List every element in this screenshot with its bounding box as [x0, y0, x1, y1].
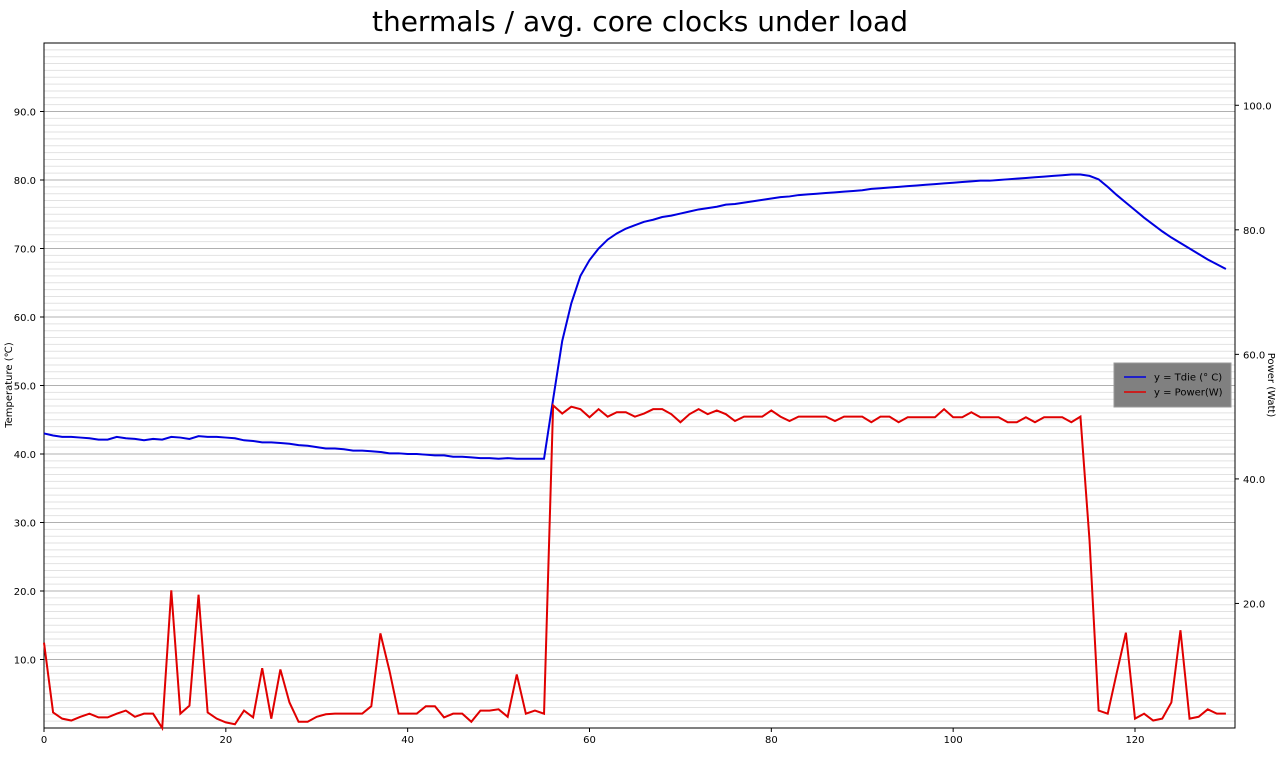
- x-tick-label: 20: [219, 735, 232, 746]
- x-tick-label: 40: [401, 735, 414, 746]
- y-tick-label: 50.0: [14, 382, 36, 393]
- data-line: [43, 403, 1226, 732]
- legend-box: [1113, 362, 1232, 408]
- legend-label: y = Tdie (° C): [1154, 373, 1222, 384]
- y-tick-label: 40.0: [14, 450, 36, 461]
- x-tick-label: 80: [765, 735, 778, 746]
- y-tick-label: 60.0: [14, 313, 36, 324]
- y-tick-label: 70.0: [14, 245, 36, 256]
- x-tick-label: 60: [583, 735, 596, 746]
- y2-tick-label: 40.0: [1243, 475, 1265, 486]
- y2-tick-label: 20.0: [1243, 599, 1265, 610]
- x-tick-label: 100: [944, 735, 963, 746]
- legend-label: y = Power(W): [1154, 388, 1223, 399]
- y-tick-label: 90.0: [14, 108, 36, 119]
- y-tick-label: 80.0: [14, 176, 36, 187]
- y2-tick-label: 60.0: [1243, 350, 1265, 361]
- y-tick-label: 30.0: [14, 519, 36, 530]
- chart-title: thermals / avg. core clocks under load: [372, 5, 908, 38]
- y2-tick-label: 100.0: [1243, 101, 1272, 112]
- plot-frame: [43, 42, 1236, 729]
- y-tick-label: 20.0: [14, 587, 36, 598]
- y2-tick-label: 80.0: [1243, 226, 1265, 237]
- y-axis-label: Temperature (℃): [4, 342, 15, 429]
- y-tick-label: 10.0: [14, 656, 36, 667]
- x-tick-label: 0: [41, 735, 47, 746]
- y2-axis-label: Power (Watt): [1265, 353, 1276, 418]
- data-line: [43, 173, 1227, 460]
- x-tick-label: 120: [1125, 735, 1144, 746]
